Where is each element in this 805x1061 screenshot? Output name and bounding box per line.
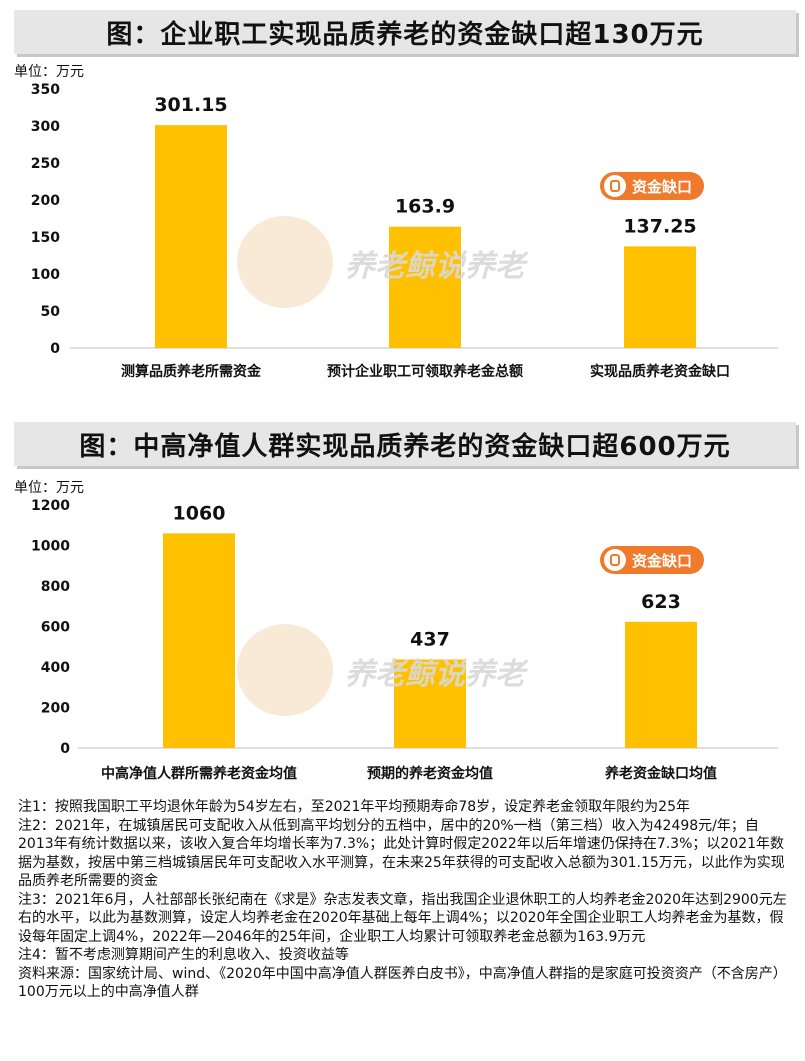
y-tick-label: 600	[41, 620, 70, 636]
data-source: 资料来源：国家统计局、wind、《2020年中国中高净值人群医养白皮书》，中高净…	[18, 965, 787, 1001]
chart-1-title: 图：企业职工实现品质养老的资金缺口超130万元	[14, 10, 796, 54]
watermark-whale-icon	[237, 216, 333, 308]
bar-2	[394, 659, 466, 748]
bar-3	[625, 621, 697, 748]
data-label-2: 163.9	[395, 196, 455, 218]
chart-1: 单位：万元 0 50 100 150 200 250 300 350 301.15 测算品质养老所需…	[14, 64, 778, 380]
note-4: 注4：暂不考虑测算期间产生的利息收入、投资收益等	[18, 947, 349, 963]
watermark-text: 养老鲸说养老	[345, 657, 529, 692]
category-label-1: 中高净值人群所需养老资金均值	[101, 765, 297, 782]
watermark-text: 养老鲸说养老	[345, 249, 529, 284]
bar-1	[163, 533, 235, 748]
chart-2: 单位：万元 0 200 400 600 800 1000 1200 1060 中高净值人群所需养老…	[14, 480, 778, 782]
y-tick-label: 200	[31, 193, 60, 209]
data-label-1: 1060	[173, 502, 226, 524]
note-3: 注3：2021年6月，人社部部长张纪南在《求是》杂志发表文章，指出我国企业退休职…	[18, 891, 787, 945]
note-2: 注2：2021年，在城镇居民可支配收入从低到高平均划分的五档中，居中的20%一档…	[18, 817, 785, 890]
coin-icon	[604, 175, 626, 197]
y-tick-label: 150	[31, 230, 60, 246]
data-label-3: 623	[641, 591, 681, 613]
y-tick-label: 250	[31, 156, 60, 172]
category-label-3: 养老资金缺口均值	[604, 765, 717, 782]
chart-2-title: 图：中高净值人群实现品质养老的资金缺口超600万元	[14, 422, 796, 466]
y-tick-label: 100	[31, 267, 60, 283]
funding-gap-badge-1: 资金缺口	[600, 172, 705, 200]
footnotes: 注1：按照我国职工平均退休年龄为54岁左右，至2021年平均预期寿命78岁，设定…	[18, 798, 788, 1002]
category-label-2: 预期的养老资金均值	[367, 765, 493, 782]
y-tick-label: 800	[41, 579, 70, 595]
y-tick-label: 1200	[31, 498, 70, 514]
y-tick-label: 0	[50, 341, 60, 357]
category-label-3: 实现品质养老资金缺口	[590, 363, 730, 380]
data-label-3: 137.25	[623, 215, 696, 237]
y-tick-label: 200	[41, 701, 70, 717]
bar-1	[155, 125, 227, 348]
bar-2	[389, 226, 461, 348]
category-label-2: 预计企业职工可领取养老金总额	[327, 363, 523, 380]
y-tick-label: 400	[41, 660, 70, 676]
data-label-2: 437	[410, 629, 450, 651]
unit-label: 单位：万元	[14, 480, 84, 496]
category-label-1: 测算品质养老所需资金	[121, 363, 262, 380]
funding-gap-badge-2: 资金缺口	[600, 546, 705, 574]
badge-label: 资金缺口	[632, 177, 693, 196]
badge-label: 资金缺口	[632, 551, 693, 570]
y-tick-label: 1000	[31, 539, 70, 555]
watermark-whale-icon	[237, 624, 333, 716]
unit-label: 单位：万元	[14, 64, 84, 80]
y-tick-label: 0	[60, 741, 70, 757]
y-tick-label: 300	[31, 119, 60, 135]
note-1: 注1：按照我国职工平均退休年龄为54岁左右，至2021年平均预期寿命78岁，设定…	[18, 799, 690, 815]
y-tick-label: 350	[31, 82, 60, 98]
bar-3	[624, 246, 696, 348]
coin-icon	[604, 549, 626, 571]
data-label-1: 301.15	[154, 94, 227, 116]
y-tick-label: 50	[41, 304, 61, 320]
